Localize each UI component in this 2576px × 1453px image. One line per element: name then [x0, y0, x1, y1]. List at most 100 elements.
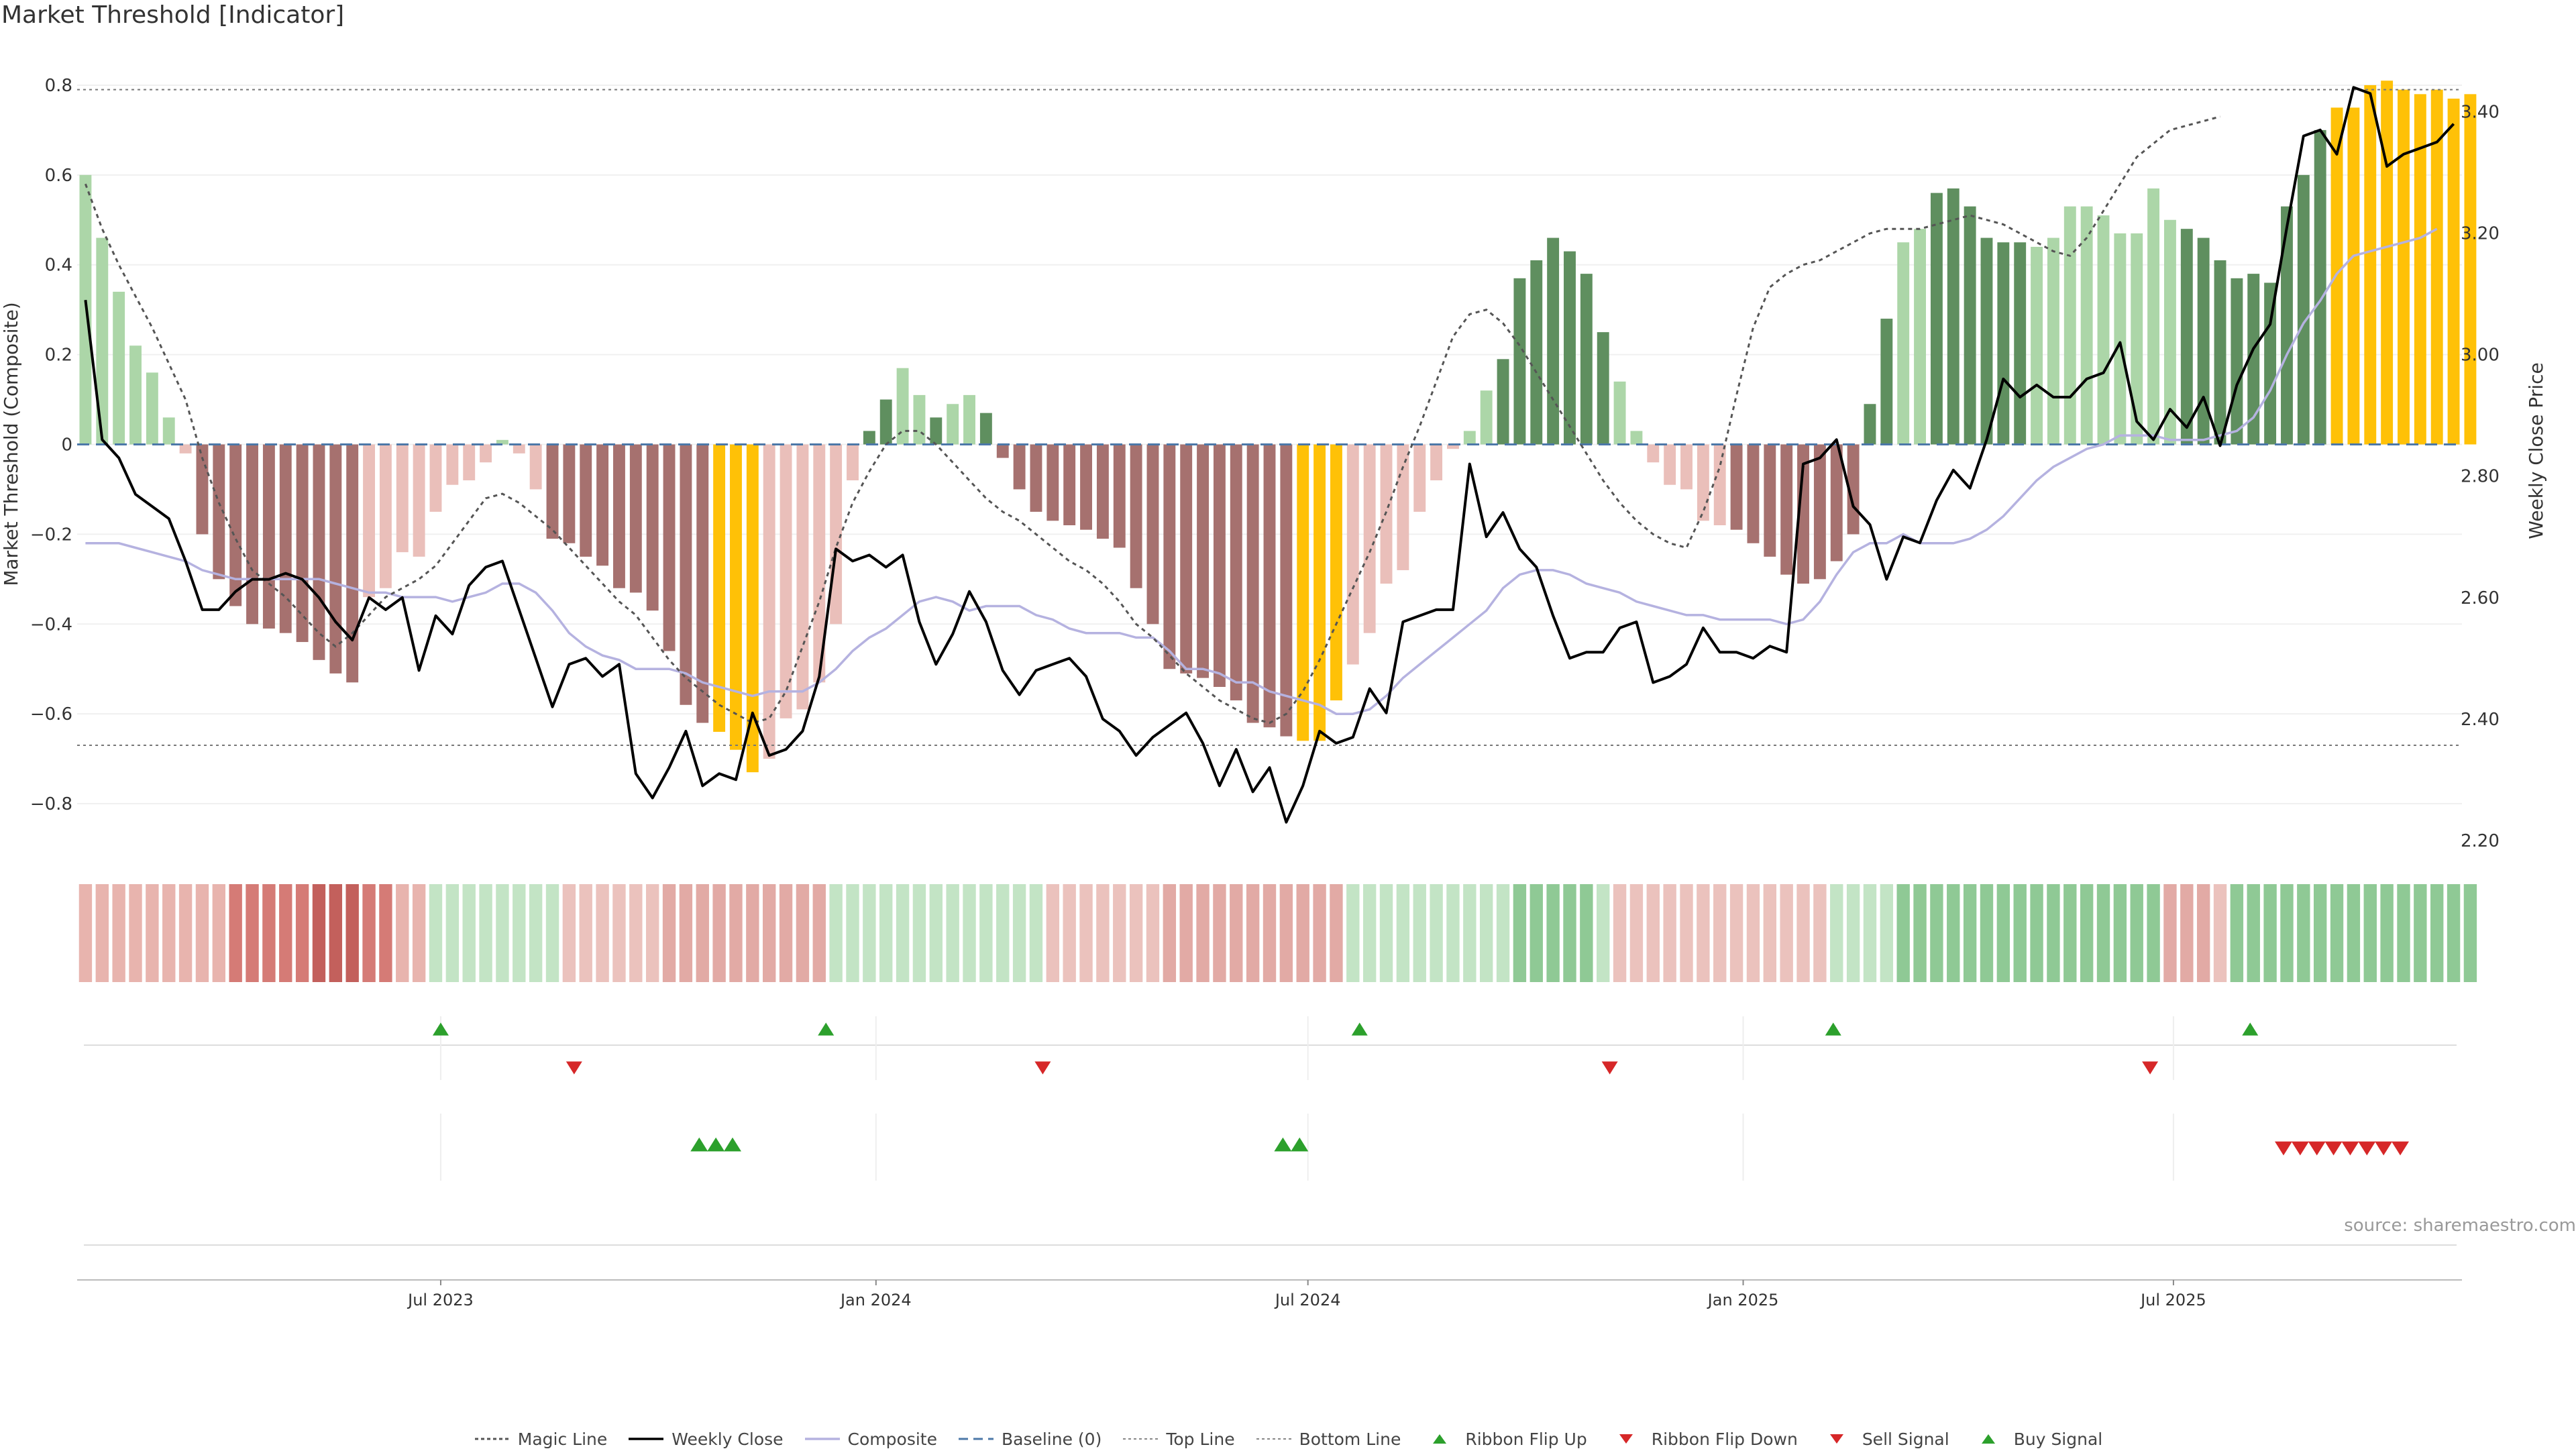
legend-label: Sell Signal [1862, 1429, 1949, 1449]
ribbon-cell [2297, 884, 2310, 982]
ribbon-flip-down-marker [1034, 1061, 1051, 1075]
legend-item-top: Top Line [1122, 1430, 1235, 1449]
ribbon-cell [1546, 884, 1560, 982]
ribbon-cell [963, 884, 976, 982]
ribbon-cell [1563, 884, 1576, 982]
composite-bar [2097, 215, 2110, 445]
composite-bar [1180, 444, 1193, 674]
legend-item-sell: Sell Signal [1818, 1430, 1949, 1449]
sell-signal-marker [2291, 1141, 2309, 1156]
composite-bar [680, 444, 692, 705]
ribbon-cell [929, 884, 943, 982]
ribbon-cell [1780, 884, 1793, 982]
ribbon-cell [1763, 884, 1776, 982]
ribbon-cell [2430, 884, 2444, 982]
composite-bar [1197, 444, 1210, 678]
legend-label: Buy Signal [2013, 1429, 2103, 1449]
composite-bar [129, 345, 142, 445]
y-tick-label: 0.2 [45, 345, 72, 366]
ribbon-cell [746, 884, 759, 982]
ribbon-flip-up-marker [1825, 1022, 1841, 1036]
composite-bar [996, 444, 1009, 458]
buy-signal-marker [1274, 1137, 1292, 1152]
composite-bar [1413, 444, 1426, 512]
composite-bar [730, 444, 742, 750]
ribbon-cell [1796, 884, 1810, 982]
composite-bar [1664, 444, 1676, 485]
ribbon-cell [1479, 884, 1493, 982]
composite-bar [1797, 444, 1809, 584]
y-tick-label: −0.4 [30, 614, 72, 635]
sell-signal-marker [2341, 1141, 2359, 1156]
composite-bar [746, 444, 759, 773]
composite-bar [863, 431, 875, 445]
composite-bar [2414, 94, 2426, 445]
composite-bar [2031, 246, 2043, 445]
composite-bar [2163, 219, 2176, 445]
ribbon-cell [2313, 884, 2327, 982]
ribbon-cell [1813, 884, 1827, 982]
ribbon-cell [1012, 884, 1026, 982]
composite-bar [2330, 107, 2343, 445]
composite-bar [2364, 85, 2377, 445]
composite-bar [2347, 107, 2360, 445]
composite-bar [1713, 444, 1726, 525]
y-tick-label: 0 [61, 435, 72, 455]
ribbon-cell [2380, 884, 2394, 982]
ribbon-cell [1279, 884, 1293, 982]
composite-bar [1780, 444, 1793, 575]
ribbon-cell [1629, 884, 1644, 982]
ribbon-cell [846, 884, 859, 982]
ribbon-cell [1496, 884, 1510, 982]
ribbon-cell [246, 884, 259, 982]
x-tick-label: Jul 2024 [1274, 1291, 1341, 1309]
composite-bar [713, 444, 726, 732]
composite-bar [1964, 206, 1976, 445]
ribbon-cell [1046, 884, 1060, 982]
ribbon-flip-up-marker [1351, 1022, 1368, 1036]
ribbon-cell [2080, 884, 2094, 982]
ribbon-cell [1362, 884, 1377, 982]
composite-bar [296, 444, 309, 643]
composite-bar [847, 444, 859, 481]
ribbon-cell [779, 884, 793, 982]
ribbon-cell [329, 884, 343, 982]
composite-bar [1914, 229, 1926, 445]
buy-signal-marker [707, 1137, 725, 1152]
composite-bar [546, 444, 559, 539]
legend-label: Ribbon Flip Up [1465, 1429, 1587, 1449]
ribbon-cell [1446, 884, 1460, 982]
ribbon-cell [1963, 884, 1977, 982]
composite-bar [2297, 174, 2310, 445]
ribbon-cell [312, 884, 326, 982]
ribbon-cell [479, 884, 492, 982]
composite-bar [596, 444, 609, 566]
ribbon-cell [579, 884, 592, 982]
ribbon-cell [1846, 884, 1860, 982]
ribbon-cell [279, 884, 292, 982]
y2-tick-label: 3.20 [2461, 224, 2500, 244]
ribbon-cell [879, 884, 893, 982]
composite-bar [2063, 206, 2076, 445]
chart-title: Market Threshold [Indicator] [1, 1, 345, 29]
ribbon-cell [2147, 884, 2160, 982]
composite-bar [1113, 444, 1126, 548]
series-lines [77, 86, 2462, 824]
ribbon-cell [2096, 884, 2110, 982]
legend-item-flip-down: Ribbon Flip Down [1607, 1430, 1798, 1449]
composite-bar [1830, 444, 1843, 561]
y-tick-label: 0.6 [45, 166, 72, 186]
composite-bar [279, 444, 292, 633]
legend-item-flip-up: Ribbon Flip Up [1421, 1430, 1587, 1449]
composite-bar [1330, 444, 1342, 701]
y-tick-label: 0.4 [45, 256, 72, 276]
composite-bar [2014, 242, 2027, 445]
ribbon-cell [513, 884, 526, 982]
ribbon-cell [2397, 884, 2410, 982]
composite-line [85, 227, 2438, 715]
composite-bar [796, 444, 809, 710]
composite-bar [1997, 242, 2010, 445]
ribbon-cell [2113, 884, 2127, 982]
magic-swatch-icon [474, 1438, 510, 1440]
flip-down-swatch-icon [1619, 1434, 1633, 1444]
